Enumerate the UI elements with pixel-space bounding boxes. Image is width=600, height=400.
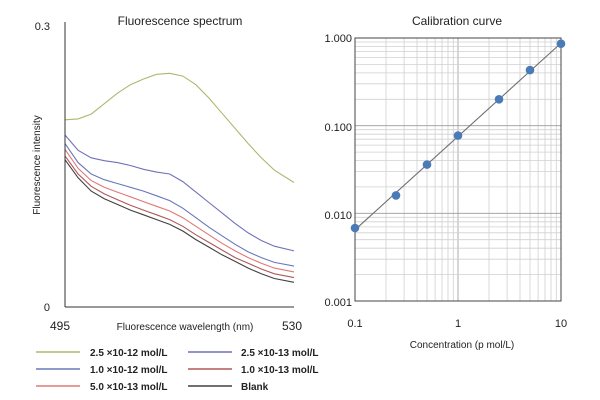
spectrum-y-label: Fluorescence intensity: [32, 115, 43, 215]
legend-label-5: 5.0 ×10-13 mol/L: [90, 382, 168, 393]
spectrum-y-tick-top: 0.3: [35, 21, 50, 33]
calibration-point-2: [391, 191, 401, 200]
spectrum-lines: [64, 72, 295, 283]
legend-item-1: 2.5 ×10-12 mol/L: [36, 348, 168, 359]
calibration-point-1: [350, 223, 360, 233]
spectrum-series-line-4: [64, 155, 295, 279]
calibration-x-label: Concentration (p mol/L): [410, 340, 515, 351]
calibration-x-tick-1: 1: [455, 318, 461, 330]
calibration-point-7: [556, 39, 566, 48]
legend-item-2: 2.5 ×10-13 mol/L: [188, 348, 319, 359]
spectrum-series-line-3: [64, 143, 295, 267]
calibration-y-tick-0.001: 0.001: [324, 297, 352, 309]
legend-label-4: 1.0 ×10-13 mol/L: [241, 365, 319, 376]
spectrum-x-tick-530: 530: [282, 319, 302, 333]
legend-label-1: 2.5 ×10-12 mol/L: [90, 348, 168, 359]
spectrum-series-line-2: [64, 134, 295, 252]
spectrum-y-tick-zero: 0: [44, 302, 50, 314]
legend-label-3: 1.0 ×10-12 mol/L: [90, 365, 168, 376]
calibration-points: [350, 39, 566, 233]
spectrum-series-line-5: [64, 148, 295, 273]
calibration-point-4: [453, 131, 463, 140]
calibration-point-5: [494, 95, 504, 104]
spectrum-series-line-1: [64, 72, 295, 183]
calibration-y-tick-1: 1.000: [324, 33, 352, 45]
calibration-y-tick-0.1: 0.100: [324, 122, 352, 134]
legend-item-6: Blank: [188, 382, 269, 393]
calibration-y-tick-0.01: 0.010: [324, 210, 352, 222]
spectrum-title: Fluorescence spectrum: [118, 14, 243, 28]
calibration-x-tick-10: 10: [555, 318, 567, 330]
calibration-point-6: [525, 65, 535, 75]
calibration-point-3: [422, 160, 432, 169]
calibration-title: Calibration curve: [412, 14, 502, 28]
legend-item-4: 1.0 ×10-13 mol/L: [188, 365, 319, 376]
spectrum-x-label: Fluorescence wavelength (nm): [117, 322, 254, 333]
spectrum-legend: 2.5 ×10-12 mol/L 2.5 ×10-13 mol/L 1.0 ×1…: [36, 348, 319, 393]
legend-item-3: 1.0 ×10-12 mol/L: [36, 365, 168, 376]
legend-label-6: Blank: [241, 382, 269, 393]
spectrum-series-line-6: [64, 159, 295, 283]
legend-item-5: 5.0 ×10-13 mol/L: [36, 382, 168, 393]
spectrum-x-tick-495: 495: [50, 319, 70, 333]
calibration-grid: [354, 38, 561, 302]
legend-label-2: 2.5 ×10-13 mol/L: [241, 348, 319, 359]
calibration-x-tick-0.1: 0.1: [347, 318, 362, 330]
calibration-plot-frame: [354, 37, 562, 302]
